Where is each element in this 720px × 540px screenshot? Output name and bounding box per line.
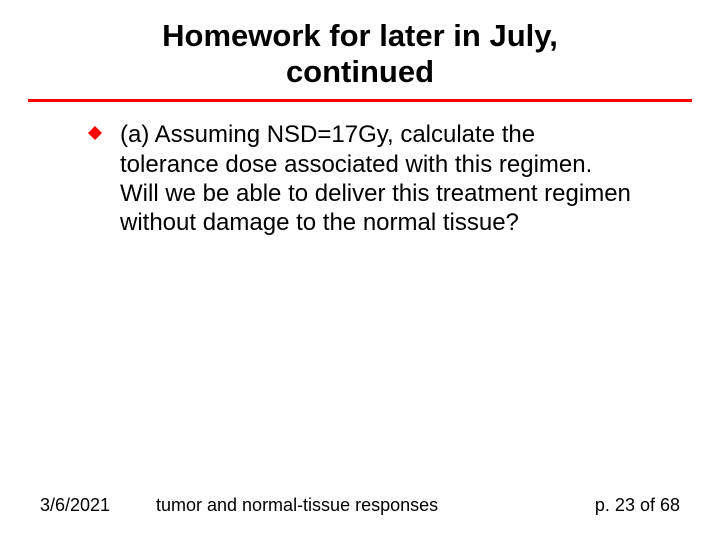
slide-container: Homework for later in July, continued (a… (0, 0, 720, 540)
title-underline (28, 99, 692, 102)
diamond-shape (88, 126, 102, 140)
bullet-text: (a) Assuming NSD=17Gy, calculate the tol… (120, 120, 632, 237)
footer-date: 3/6/2021 (40, 495, 140, 516)
content-area: (a) Assuming NSD=17Gy, calculate the tol… (28, 120, 692, 237)
diamond-bullet-icon (88, 126, 102, 140)
bullet-item: (a) Assuming NSD=17Gy, calculate the tol… (88, 120, 632, 237)
title-line-1: Homework for later in July, (162, 18, 558, 53)
slide-title: Homework for later in July, continued (28, 18, 692, 99)
slide-footer: 3/6/2021 tumor and normal-tissue respons… (0, 495, 720, 516)
footer-center: tumor and normal-tissue responses (140, 495, 560, 516)
footer-page: p. 23 of 68 (560, 495, 680, 516)
title-line-2: continued (286, 54, 434, 89)
